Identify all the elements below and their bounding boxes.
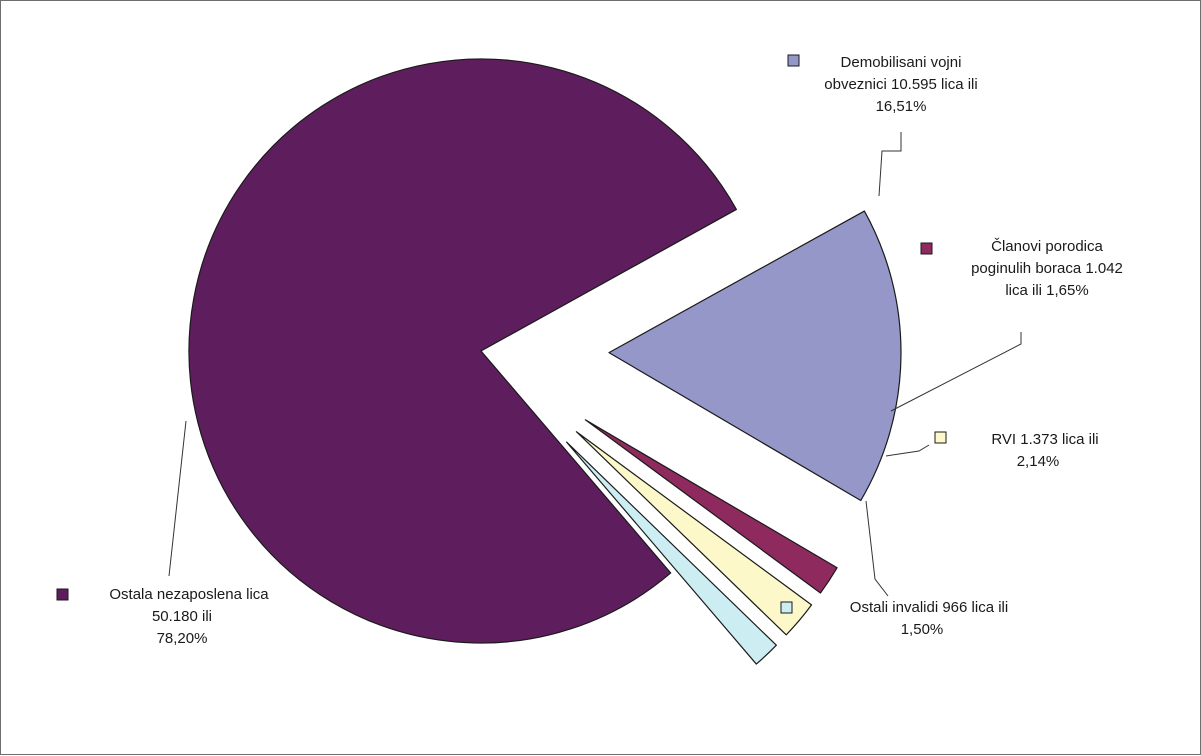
leader-line-ostali_invalidi — [865, 500, 889, 597]
pie-slice-rvi — [575, 431, 813, 636]
data-label-rvi: RVI 1.373 lica ili 2,14% — [991, 431, 1098, 470]
data-label-line: obveznici 10.595 lica ili — [824, 76, 977, 93]
pie-slice-clanovi — [584, 419, 838, 594]
leader-line-clanovi — [890, 332, 1022, 412]
data-label-line: 16,51% — [876, 98, 927, 115]
leaders-layer — [168, 132, 1022, 597]
data-label-line: lica ili 1,65% — [1005, 282, 1088, 299]
data-label-line: Članovi porodica — [991, 238, 1103, 255]
legend-swatch-ostala — [56, 588, 69, 601]
data-label-ostala: Ostala nezaposlena lica 50.180 ili 78,20% — [109, 586, 269, 647]
data-label-line: Ostala nezaposlena lica — [109, 586, 269, 603]
data-label-line: Ostali invalidi 966 lica ili — [850, 599, 1008, 616]
data-label-ostali_invalidi: Ostali invalidi 966 lica ili 1,50% — [850, 599, 1008, 638]
data-label-line: 50.180 ili — [152, 608, 212, 625]
data-label-clanovi: Članovi porodica poginulih boraca 1.042 li… — [971, 238, 1123, 299]
legend-swatch-ostali_invalidi — [780, 601, 793, 614]
slices-layer — [188, 58, 902, 665]
data-label-line: RVI 1.373 lica ili — [991, 431, 1098, 448]
data-label-line: 78,20% — [157, 630, 208, 647]
leader-line-demobilisani — [878, 132, 902, 197]
leader-line-rvi — [885, 444, 930, 457]
data-label-line: Demobilisani vojni — [841, 54, 962, 71]
data-label-demobilisani: Demobilisani vojni obveznici 10.595 lica … — [824, 54, 977, 115]
legend-swatch-demobilisani — [787, 54, 800, 67]
pie-slice-ostali_invalidi — [566, 441, 777, 665]
pie-slice-ostala — [188, 58, 737, 644]
data-label-line: 1,50% — [901, 621, 944, 638]
data-label-line: 2,14% — [1017, 453, 1060, 470]
data-label-line: poginulih boraca 1.042 — [971, 260, 1123, 277]
leader-line-ostala — [168, 420, 187, 577]
labels-layer: Demobilisani vojni obveznici 10.595 lica … — [56, 54, 1123, 647]
pie-slice-demobilisani — [608, 210, 902, 502]
legend-swatch-rvi — [934, 431, 947, 444]
legend-swatch-clanovi — [920, 242, 933, 255]
